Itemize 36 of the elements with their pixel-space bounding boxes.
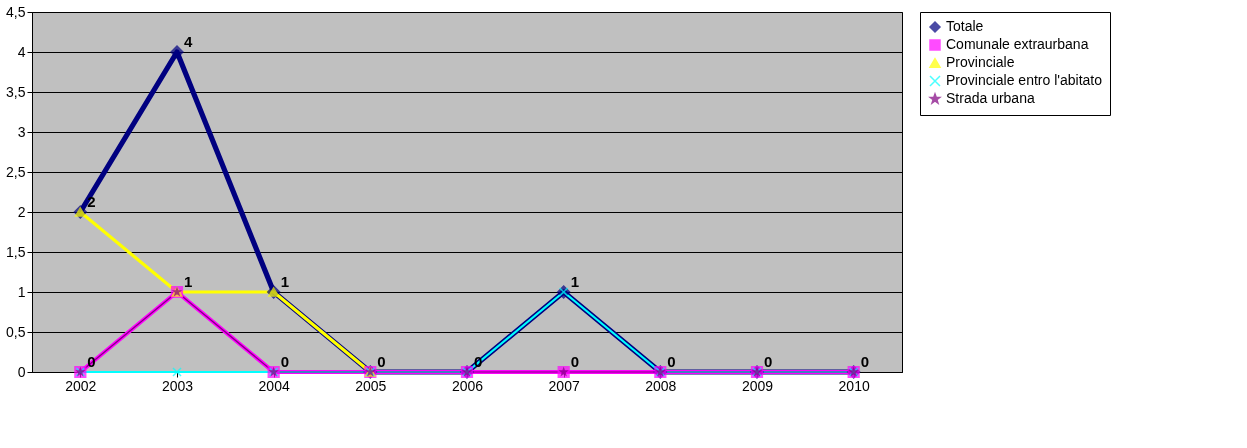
x-tick-label: 2008 bbox=[645, 377, 677, 394]
data-label: 0 bbox=[280, 353, 290, 370]
data-label: 0 bbox=[667, 353, 676, 370]
data-label: 1 bbox=[280, 273, 290, 290]
legend-label: Provinciale bbox=[946, 54, 1015, 70]
data-label: 1 bbox=[570, 273, 580, 290]
y-tick-label: 4 bbox=[17, 43, 26, 60]
y-tick-label: 1 bbox=[17, 283, 26, 300]
x-tick-label: 2006 bbox=[451, 377, 484, 394]
y-tick-label: 0,5 bbox=[6, 323, 26, 340]
x-tick-label: 2004 bbox=[258, 377, 290, 394]
y-tick-label: 1,5 bbox=[6, 243, 26, 260]
data-label: 0 bbox=[860, 353, 870, 370]
x-tick-label: 2010 bbox=[838, 377, 870, 394]
legend-label: Totale bbox=[946, 18, 984, 34]
x-tick-label: 2005 bbox=[355, 377, 387, 394]
x-tick-label: 2002 bbox=[65, 377, 97, 394]
data-label: 0 bbox=[570, 353, 580, 370]
data-label: 0 bbox=[764, 353, 773, 370]
y-tick-label: 3,5 bbox=[6, 83, 26, 100]
x-tick-label: 2009 bbox=[741, 377, 774, 394]
y-tick-label: 3 bbox=[17, 123, 26, 140]
data-label: 1 bbox=[184, 273, 193, 290]
legend-label: Comunale extraurbana bbox=[946, 36, 1089, 52]
legend-label: Provinciale entro l'abitato bbox=[946, 72, 1103, 88]
data-label: 2 bbox=[87, 193, 96, 210]
legend-label: Strada urbana bbox=[946, 90, 1035, 106]
x-tick-label: 2003 bbox=[161, 377, 194, 394]
x-tick-label: 2007 bbox=[548, 377, 580, 394]
y-tick-label: 0 bbox=[17, 363, 26, 380]
data-label: 4 bbox=[184, 33, 193, 50]
y-tick-label: 4,5 bbox=[6, 3, 26, 20]
y-tick-label: 2,5 bbox=[6, 163, 26, 180]
y-tick-label: 2 bbox=[17, 203, 26, 220]
data-label: 0 bbox=[474, 353, 483, 370]
data-label: 0 bbox=[377, 353, 386, 370]
